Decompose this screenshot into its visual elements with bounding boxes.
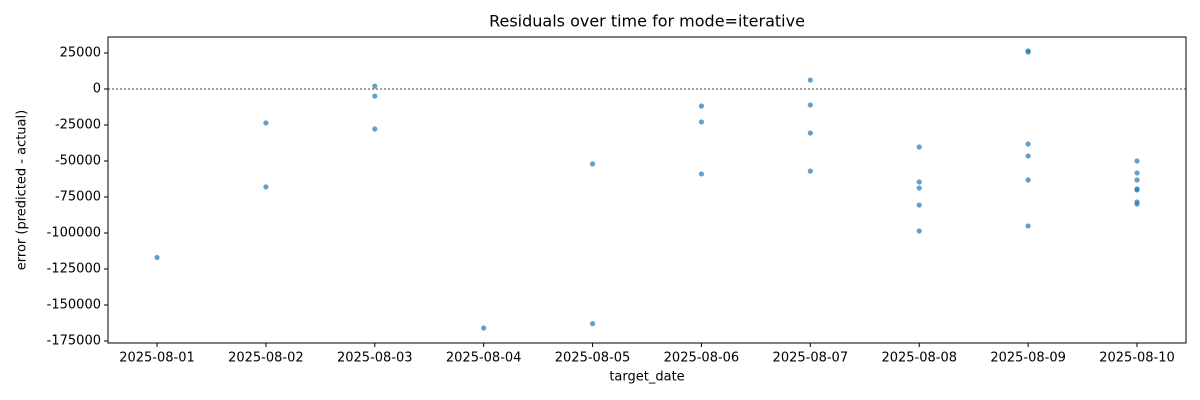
y-tick-label: -50000 — [55, 153, 101, 168]
point — [807, 77, 813, 83]
x-tick-label: 2025-08-07 — [773, 351, 849, 366]
chart-title: Residuals over time for mode=iterative — [489, 12, 805, 31]
x-axis-label: target_date — [609, 370, 684, 385]
y-tick-label: -150000 — [47, 297, 101, 312]
point — [1025, 177, 1031, 183]
y-tick-label: 0 — [93, 81, 101, 96]
point — [481, 325, 487, 331]
point — [1025, 153, 1031, 159]
x-tick-label: 2025-08-01 — [119, 351, 195, 366]
y-tick-label: 25000 — [60, 45, 101, 60]
point — [372, 93, 378, 99]
point — [916, 228, 922, 234]
point — [698, 119, 705, 125]
y-tick-label: -75000 — [55, 189, 101, 204]
point — [1025, 141, 1031, 147]
point — [154, 254, 160, 261]
x-tick-label: 2025-08-03 — [337, 351, 413, 366]
x-tick-label: 2025-08-04 — [446, 351, 522, 366]
point — [1134, 170, 1140, 176]
point — [1134, 187, 1140, 193]
point — [807, 168, 813, 174]
point — [916, 144, 922, 150]
point — [263, 184, 269, 190]
plot-frame — [107, 36, 1187, 344]
y-axis-label: error (predicted - actual) — [15, 110, 30, 270]
y-tick-label: -25000 — [55, 117, 101, 132]
y-tick-label: -100000 — [47, 225, 101, 240]
point — [372, 83, 378, 89]
point — [916, 185, 922, 191]
point — [916, 179, 922, 185]
point — [1025, 223, 1031, 229]
point — [916, 202, 922, 208]
point — [589, 161, 596, 167]
point — [1025, 49, 1031, 55]
y-tick-label: -175000 — [47, 333, 101, 348]
point — [807, 102, 813, 108]
x-tick-label: 2025-08-05 — [555, 351, 631, 366]
point — [1134, 158, 1140, 164]
point — [807, 130, 813, 136]
x-tick-label: 2025-08-09 — [990, 351, 1066, 366]
point — [1134, 177, 1140, 183]
point — [1134, 201, 1140, 207]
x-tick-label: 2025-08-08 — [881, 351, 957, 366]
point — [698, 103, 705, 109]
point — [372, 126, 378, 132]
point — [263, 120, 269, 126]
x-tick-label: 2025-08-10 — [1099, 351, 1175, 366]
y-tick-label: -125000 — [47, 261, 101, 276]
x-tick-label: 2025-08-06 — [664, 351, 740, 366]
point — [698, 171, 705, 177]
point — [589, 321, 596, 327]
x-tick-label: 2025-08-02 — [228, 351, 304, 366]
